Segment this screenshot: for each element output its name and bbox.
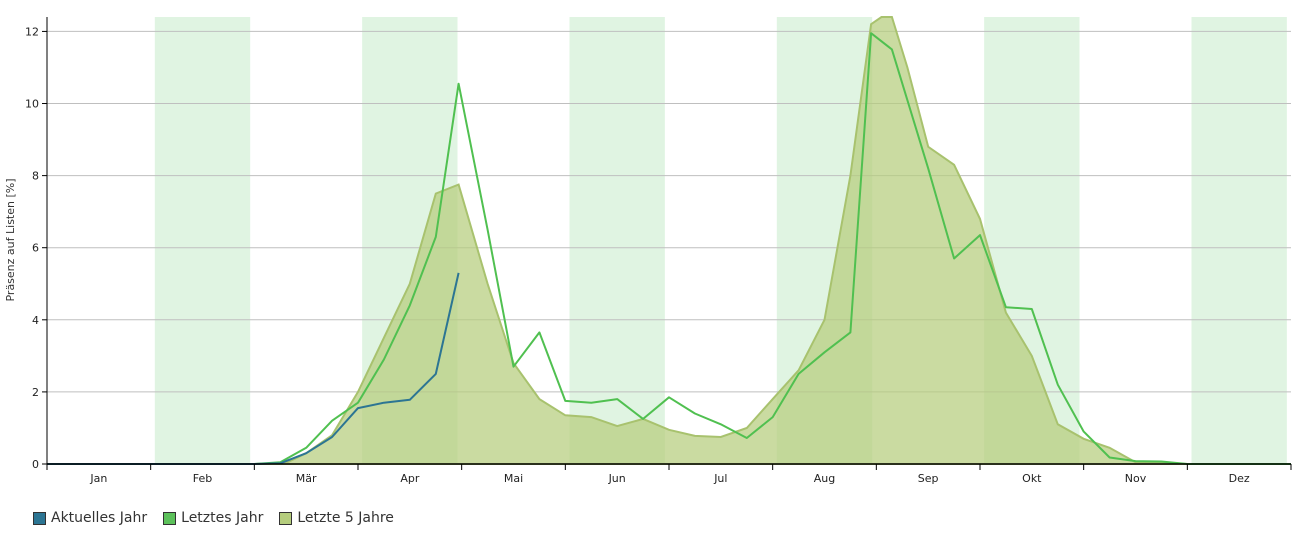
x-tick-label: Apr <box>400 472 420 485</box>
legend-swatch <box>279 511 293 525</box>
axes: 0 2 4 6 8 10 12 Jan Feb Mär Apr Mai Jun Jul Aug Sep Okt N… <box>25 17 1292 485</box>
y-tick-label: 0 <box>32 458 39 471</box>
legend-item-letzte-5-jahre[interactable]: Letzte 5 Jahre <box>279 510 394 526</box>
month-band <box>1191 17 1287 464</box>
month-band <box>154 17 251 464</box>
chart: 0 2 4 6 8 10 12 Jan Feb Mär Apr Mai Jun Jul Aug Sep Okt N… <box>4 16 1292 485</box>
legend-swatch <box>33 511 46 525</box>
grid-lines <box>47 30 1291 393</box>
legend-label: Aktuelles Jahr <box>51 510 148 526</box>
legend-swatch <box>163 511 177 525</box>
y-tick-label: 8 <box>32 170 39 183</box>
x-tick-label: Dez <box>1229 472 1250 485</box>
y-tick-label: 6 <box>32 242 39 255</box>
y-tick-label: 2 <box>32 386 39 399</box>
y-tick-label: 4 <box>32 314 39 327</box>
legend-label: Letztes Jahr <box>181 510 264 526</box>
x-tick-label: Sep <box>918 472 939 485</box>
x-tick-label: Feb <box>193 472 212 485</box>
y-tick-label: 12 <box>25 25 39 38</box>
legend: Aktuelles Jahr Letztes Jahr Letzte 5 Jahre <box>33 510 394 526</box>
x-tick-label: Jan <box>89 472 107 485</box>
series-area-letzte-5-jahre <box>47 16 1291 465</box>
x-tick-label: Aug <box>814 472 835 485</box>
x-tick-label: Mai <box>504 472 523 485</box>
series-line-letztes-jahr <box>47 32 1291 465</box>
x-tick-label: Okt <box>1022 472 1042 485</box>
x-tick-label: Nov <box>1125 472 1147 485</box>
month-band <box>569 17 665 464</box>
y-axis-label: Präsenz auf Listen [%] <box>4 178 17 301</box>
x-tick-label: Jun <box>608 472 626 485</box>
x-tick-label: Mär <box>296 472 317 485</box>
legend-item-letztes-jahr[interactable]: Letztes Jahr <box>163 510 263 526</box>
x-tick-label: Jul <box>713 472 727 485</box>
month-bands <box>154 17 1287 464</box>
legend-item-aktuelles-jahr[interactable]: Aktuelles Jahr <box>33 510 147 526</box>
legend-label: Letzte 5 Jahre <box>297 510 394 526</box>
y-tick-label: 10 <box>25 98 39 111</box>
